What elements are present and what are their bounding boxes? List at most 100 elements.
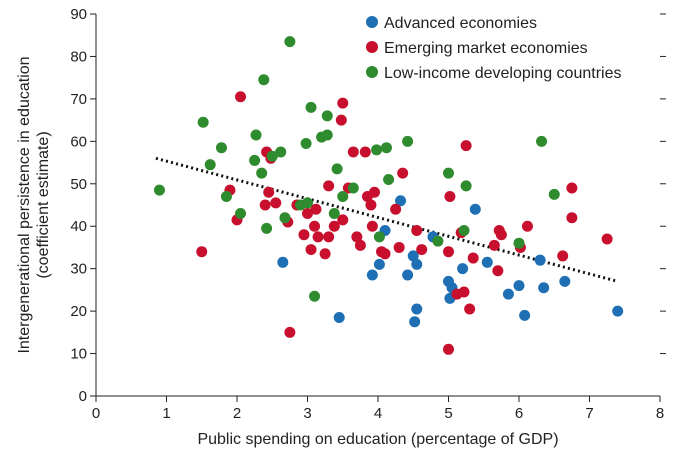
point-emerging	[347, 146, 359, 158]
point-emerging	[557, 250, 569, 262]
point-low-income	[258, 74, 270, 86]
x-tick-label: 4	[374, 405, 382, 422]
x-tick-label: 7	[585, 405, 593, 422]
point-emerging	[309, 220, 321, 232]
point-advanced	[407, 250, 419, 262]
point-low-income	[235, 207, 247, 219]
point-low-income	[321, 110, 333, 122]
point-advanced	[395, 195, 407, 207]
y-tick-label: 60	[70, 133, 87, 150]
point-emerging	[354, 239, 366, 251]
point-emerging	[443, 246, 454, 258]
point-low-income	[302, 197, 313, 209]
y-axis-ticks: 0 10 20 30 40 50 60 70 80 90	[70, 6, 96, 405]
point-low-income	[250, 129, 262, 141]
y-tick-label: 40	[70, 218, 87, 235]
point-advanced	[373, 258, 385, 270]
point-advanced	[402, 269, 414, 281]
y-axis: 0 10 20 30 40 50 60 70 80 90	[70, 6, 97, 405]
point-emerging	[521, 220, 533, 232]
x-tick-label: 2	[233, 405, 241, 422]
point-advanced	[333, 311, 345, 323]
legend-marker-low-income	[366, 66, 378, 78]
point-advanced	[469, 203, 481, 215]
point-advanced	[411, 303, 423, 315]
point-emerging	[359, 146, 371, 158]
point-low-income	[443, 167, 454, 179]
point-low-income	[337, 191, 349, 203]
point-low-income	[305, 101, 317, 113]
point-low-income	[513, 237, 525, 249]
point-emerging	[492, 265, 504, 277]
point-low-income	[380, 142, 392, 154]
point-advanced	[513, 280, 525, 292]
point-emerging	[393, 241, 405, 253]
point-emerging	[411, 224, 423, 236]
point-low-income	[347, 182, 359, 194]
x-tick-label: 3	[303, 405, 311, 422]
point-advanced	[502, 288, 514, 300]
point-emerging	[270, 197, 282, 209]
point-low-income	[197, 116, 209, 128]
point-emerging	[323, 180, 335, 192]
point-emerging	[337, 214, 349, 226]
point-advanced	[519, 309, 531, 321]
point-emerging	[323, 231, 335, 243]
point-advanced	[411, 258, 423, 270]
point-emerging	[366, 220, 378, 232]
y-tick-label: 0	[79, 388, 87, 405]
point-emerging	[365, 199, 377, 211]
point-emerging	[397, 167, 409, 179]
point-low-income	[249, 154, 261, 166]
point-low-income	[284, 36, 296, 48]
point-low-income	[300, 137, 312, 149]
point-low-income	[458, 224, 470, 236]
x-axis-title: Public spending on education (percentage…	[197, 431, 558, 448]
point-advanced	[559, 275, 571, 287]
point-low-income	[266, 150, 278, 162]
point-emerging	[464, 303, 476, 315]
point-emerging	[460, 140, 472, 152]
point-emerging	[328, 220, 340, 232]
point-advanced	[612, 305, 624, 317]
point-low-income	[331, 163, 343, 175]
y-tick-label: 30	[70, 261, 87, 278]
y-tick-label: 80	[70, 48, 87, 65]
x-tick-label: 5	[444, 405, 452, 422]
point-emerging	[495, 229, 507, 241]
x-tick-label: 8	[656, 405, 664, 422]
point-emerging	[566, 212, 578, 224]
point-low-income	[402, 135, 414, 147]
legend: Advanced economies Emerging market econo…	[366, 15, 621, 82]
y-tick-label: 50	[70, 176, 87, 193]
point-emerging	[379, 248, 391, 260]
point-low-income	[371, 144, 383, 156]
point-emerging	[259, 199, 271, 211]
legend-marker-emerging	[366, 41, 378, 53]
point-emerging	[319, 248, 331, 260]
point-low-income	[256, 167, 268, 179]
point-emerging	[467, 252, 479, 264]
point-emerging	[335, 114, 347, 126]
point-emerging	[444, 191, 456, 203]
x-tick-label: 0	[92, 405, 100, 422]
point-low-income	[309, 290, 321, 302]
point-low-income	[261, 222, 273, 234]
point-low-income	[328, 207, 340, 219]
point-low-income	[321, 129, 333, 141]
point-advanced	[534, 254, 546, 266]
point-emerging	[196, 246, 208, 258]
x-axis-ticks: 0 1 2 3 4 5 6 7 8	[92, 396, 664, 422]
right-axis-ticks	[660, 13, 666, 355]
x-tick-label: 6	[515, 405, 523, 422]
point-low-income	[220, 191, 232, 203]
point-emerging	[298, 229, 310, 241]
point-emerging	[443, 343, 454, 355]
point-emerging	[235, 91, 247, 103]
legend-label-advanced: Advanced economies	[384, 15, 537, 32]
legend-marker-advanced	[366, 16, 378, 28]
point-emerging	[601, 233, 613, 245]
point-low-income	[432, 235, 444, 247]
point-advanced	[457, 263, 469, 275]
y-tick-label: 20	[70, 303, 87, 320]
